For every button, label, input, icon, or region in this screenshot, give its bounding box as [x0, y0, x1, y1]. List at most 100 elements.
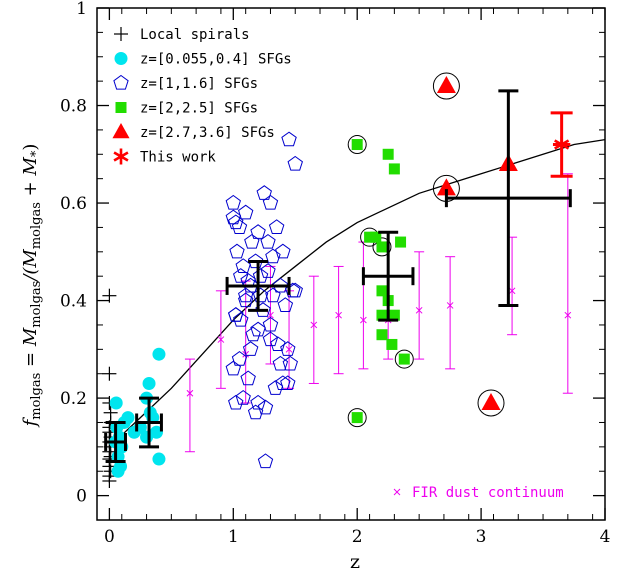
point-z-1-1-6-sfgs: [257, 399, 274, 415]
y-axis-label-text: fmolgas = Mmolgas/(Mmolgas + M*): [20, 144, 44, 429]
x-tick-label: 4: [600, 527, 611, 547]
point-z-1-1-6-sfgs: [225, 360, 241, 376]
axis-labels: z fmolgas = Mmolgas/(Mmolgas + M*): [20, 144, 360, 573]
point-z-2-7-3-6-sfgs: [436, 178, 456, 196]
point-z-1-1-6-sfgs: [235, 389, 251, 405]
point-z-2-2-5-sfgs-shape: [388, 163, 400, 175]
point-z-1-1-6-sfgs-shape: [247, 404, 264, 420]
y-label-sub-2: molgas: [29, 281, 44, 328]
point-z-2-2-5-sfgs-shape: [376, 241, 388, 253]
point-z-1-1-6-sfgs: [238, 204, 254, 220]
point-z-2-2-5-sfgs-shape: [351, 139, 363, 151]
point-z-1-1-6-sfgs: [229, 243, 245, 259]
point-z-0-055-0-4-sfgs-dot: [111, 464, 125, 478]
point-z-1-1-6-sfgs-shape: [262, 316, 279, 332]
point-z-1-1-6-sfgs-shape: [235, 389, 251, 405]
point-z-1-1-6-sfgs-shape: [250, 224, 266, 239]
point-z-0-055-0-4-sfgs-dot: [142, 376, 156, 390]
point-z-1-1-6-sfgs: [275, 243, 291, 259]
y-label-eq: = M: [20, 327, 41, 373]
point-z-1-1-6-sfgs-shape: [268, 219, 285, 234]
point-z-1-1-6-sfgs-shape: [272, 277, 289, 293]
point-z-1-1-6-sfgs-shape: [242, 341, 259, 356]
point-z-1-1-6-sfgs-shape: [240, 370, 256, 386]
point-z-1-1-6-sfgs-shape: [280, 341, 296, 356]
fir-point-b: [508, 287, 516, 295]
fir-point-b: [186, 389, 194, 397]
point-z-2-2-5-sfgs: [398, 353, 410, 365]
point-z-1-1-6-sfgs-shape: [282, 355, 298, 371]
legend: Local spirals z=[0.055,0.4] SFGs z=[1,1.6]…: [112, 27, 564, 501]
y-tick-label: 0.8: [60, 97, 87, 117]
point-z-2-2-5-sfgs: [376, 241, 388, 253]
point-z-0-055-0-4-sfgs-dot: [152, 452, 166, 466]
x-tick-label: 3: [476, 527, 487, 547]
fir-legend-label: FIR dust continuum: [412, 485, 564, 501]
point-z-0-055-0-4-sfgs: [152, 347, 166, 361]
fir-point: [446, 302, 454, 309]
x-tick-label: 1: [228, 527, 239, 547]
point-z-2-7-3-6-sfgs-shape: [436, 76, 456, 94]
fir-point: [508, 287, 516, 295]
point-z-2-2-5-sfgs: [376, 329, 388, 341]
fir-point-b: [310, 321, 318, 329]
point-z-1-1-6-sfgs: [250, 321, 266, 337]
fir-point-b: [335, 311, 342, 319]
y-tick-label: 0.6: [60, 194, 87, 214]
point-z-1-1-6-sfgs: [240, 370, 256, 386]
point-z-1-1-6-sfgs: [281, 131, 297, 147]
fir-point-b: [415, 306, 423, 314]
circled-ring: [432, 72, 460, 100]
fir-point-b: [360, 316, 367, 324]
point-z-1-1-6-sfgs: [280, 375, 296, 390]
fir-point-b: [446, 302, 454, 309]
fir-point-b: [285, 345, 293, 353]
point-z-1-1-6-sfgs: [270, 336, 286, 351]
circled-ring: [347, 408, 367, 428]
point-z-1-1-6-sfgs-shape: [262, 331, 279, 347]
legend-marker: [114, 27, 128, 41]
point-z-2-2-5-sfgs: [364, 231, 376, 243]
point-z-0-055-0-4-sfgs-dot: [140, 430, 154, 444]
point-z-1-1-6-sfgs: [247, 253, 264, 269]
point-z-1-1-6-sfgs-shape: [260, 263, 276, 278]
point-z-0-055-0-4-sfgs: [142, 376, 156, 390]
point-z-1-1-6-sfgs: [225, 194, 241, 210]
legend-marker-dot: [114, 52, 128, 65]
legend-marker: [115, 102, 127, 113]
point-z-1-1-6-sfgs: [262, 194, 279, 210]
point-z-1-1-6-sfgs: [262, 316, 279, 332]
point-z-2-2-5-sfgs: [351, 139, 363, 151]
y-tick-label: 0.2: [60, 389, 87, 409]
circled-ring: [372, 237, 392, 257]
point-z-1-1-6-sfgs-shape: [247, 253, 264, 269]
point-z-1-1-6-sfgs: [235, 258, 251, 273]
point-z-1-1-6-sfgs-shape: [252, 287, 269, 303]
point-z-1-1-6-sfgs: [268, 219, 285, 234]
point-z-1-1-6-sfgs-shape: [277, 297, 294, 312]
point-z-1-1-6-sfgs: [233, 311, 249, 327]
point-z-1-1-6-sfgs: [262, 331, 279, 347]
y-label-sub-1: molgas: [29, 373, 44, 420]
x-tick-label: 0: [104, 527, 115, 547]
data-points-group: [102, 72, 573, 488]
fir-point: [310, 321, 318, 329]
point-z-1-1-6-sfgs-shape: [238, 287, 254, 303]
point-z-1-1-6-sfgs-shape: [257, 453, 274, 469]
legend-marker-arm: [113, 151, 129, 162]
x-axis-label: z: [350, 551, 360, 572]
point-z-1-1-6-sfgs: [252, 287, 269, 303]
legend-marker: [113, 74, 129, 90]
point-z-1-1-6-sfgs-shape: [275, 243, 291, 259]
point-z-1-1-6-sfgs-shape: [228, 394, 244, 410]
axes: 0 1 2 3 4 0 0.2 0.4 0.6 0.8 1: [60, 0, 610, 547]
point-z-1-1-6-sfgs: [275, 375, 291, 390]
point-z-2-2-5-sfgs-shape: [364, 231, 376, 243]
point-local-spirals: [102, 473, 117, 488]
point-z-1-1-6-sfgs-shape: [231, 219, 248, 234]
point-z-1-1-6-sfgs-shape: [262, 194, 279, 210]
fir-point: [360, 316, 367, 324]
point-z-1-1-6-sfgs: [265, 248, 281, 264]
y-label-sub-3: molgas: [29, 202, 44, 249]
